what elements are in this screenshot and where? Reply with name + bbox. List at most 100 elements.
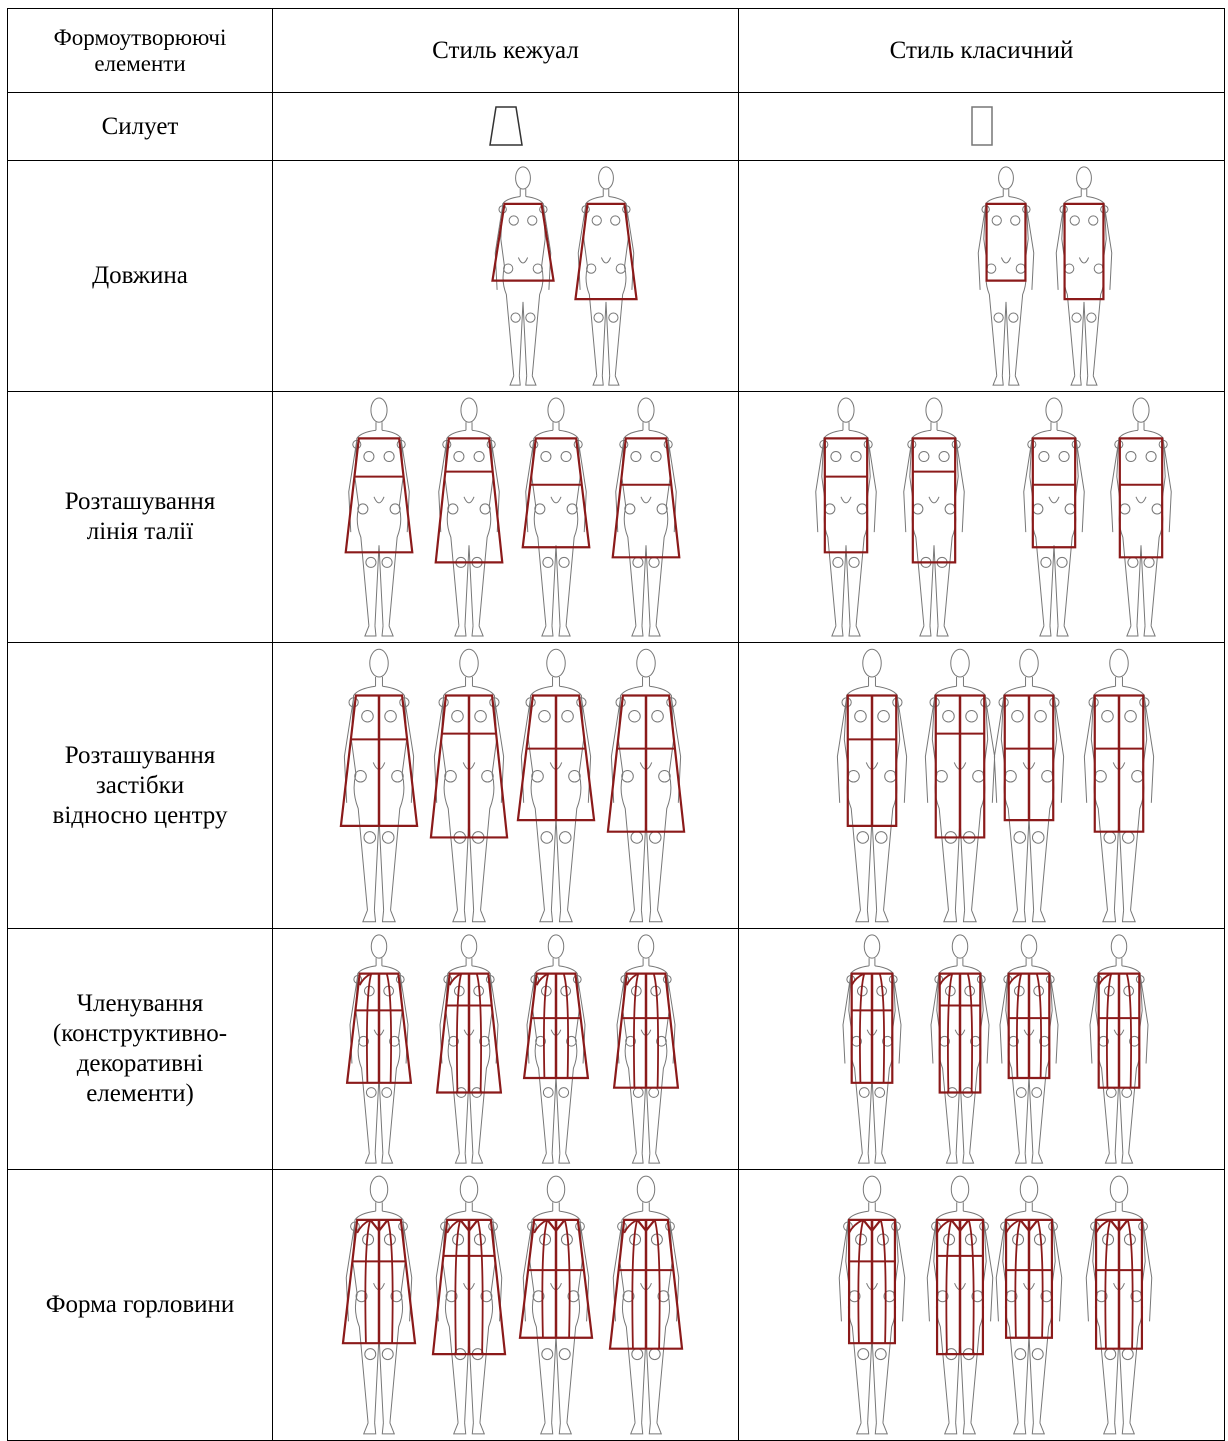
seam-line <box>1096 1220 1133 1349</box>
garment-outline <box>1009 974 1050 1078</box>
figure-head <box>952 935 967 958</box>
figure-head <box>371 398 387 422</box>
figure <box>904 398 965 636</box>
figure <box>433 1176 505 1434</box>
garment-outline <box>848 695 896 825</box>
figure-joint <box>532 770 544 782</box>
garment-outline <box>343 1220 415 1343</box>
figure-joint <box>526 313 535 322</box>
garment-outline <box>913 438 955 562</box>
figure <box>978 167 1034 385</box>
figure-joint <box>629 710 641 722</box>
figure-head <box>599 167 614 189</box>
figure-joint <box>504 264 513 273</box>
text-line: Розташування <box>64 741 216 769</box>
figure-joint <box>999 698 1008 707</box>
header-cell: Формоутворюючі елементи <box>7 8 273 93</box>
figure-joint <box>1122 1088 1132 1098</box>
figure-outline <box>527 958 585 1163</box>
figure-joint <box>651 451 661 461</box>
figure <box>996 1176 1062 1434</box>
neck-line <box>460 1220 477 1231</box>
cell-drawing <box>273 1170 739 1440</box>
figure-head <box>951 1176 968 1202</box>
figure-outline <box>440 958 498 1163</box>
figure-joint <box>1128 557 1138 567</box>
figure-head <box>516 167 531 189</box>
figure-head <box>1020 1176 1037 1202</box>
table-row: Довжина <box>7 160 1225 392</box>
figure-head <box>999 167 1014 189</box>
figure-cell <box>738 160 1225 392</box>
figure-joint <box>382 1349 393 1360</box>
cell-drawing <box>739 929 1225 1169</box>
figure-joint <box>561 451 571 461</box>
row-label: Силует <box>7 92 273 161</box>
seam-line <box>537 974 568 1078</box>
seam-line <box>937 1220 974 1354</box>
figure-head <box>461 398 477 422</box>
figure-joint <box>652 710 664 722</box>
figure-joint <box>559 832 571 844</box>
figure-joint <box>542 1349 553 1360</box>
figure-outline <box>526 422 587 636</box>
figure-cell <box>738 1169 1225 1441</box>
header-cell: Стиль класичний <box>738 8 1225 93</box>
row-label: Розташування лінія талії <box>7 391 273 643</box>
garment-outline <box>347 974 411 1083</box>
figure <box>492 167 553 385</box>
figure-joint <box>623 1291 634 1302</box>
garment-outline <box>936 695 984 837</box>
garment-outline <box>433 1220 505 1354</box>
figure <box>1024 398 1085 636</box>
figure-joint <box>857 832 869 844</box>
cell-drawing <box>489 106 523 146</box>
cell-drawing <box>273 929 739 1169</box>
figure-joint <box>562 710 574 722</box>
figure <box>614 935 678 1163</box>
figure-joint <box>1032 832 1044 844</box>
figure-joint <box>1146 451 1156 461</box>
garment-outline <box>613 438 680 557</box>
figure-joint <box>649 1349 660 1360</box>
figure <box>436 398 503 636</box>
silhouette-icon <box>971 106 993 146</box>
figure <box>925 649 994 921</box>
figure-joint <box>1014 832 1026 844</box>
figure-head <box>1110 649 1128 677</box>
figure-joint <box>1102 710 1114 722</box>
figure-joint <box>569 770 581 782</box>
figure-joint <box>1057 557 1067 567</box>
text-line: Довжина <box>92 262 188 289</box>
figure-joint <box>475 710 487 722</box>
figure-joint <box>390 1036 400 1046</box>
figure-joint <box>616 264 625 273</box>
figure-joint <box>1033 504 1043 514</box>
figure <box>927 1176 993 1434</box>
figure-joint <box>1094 264 1103 273</box>
figure-cell <box>272 642 739 929</box>
figure-joint <box>509 216 518 225</box>
figure-head <box>1110 1176 1127 1202</box>
garment-outline <box>940 974 981 1093</box>
figure-cell <box>738 391 1225 643</box>
figure-outline <box>611 677 680 922</box>
figure-cell <box>272 391 739 643</box>
cell-drawing <box>739 643 1225 928</box>
neck-line <box>951 1220 968 1231</box>
figure-head <box>1021 935 1036 958</box>
figure-head <box>637 649 655 677</box>
figure-cell <box>738 642 1225 929</box>
garment-outline <box>524 974 588 1078</box>
figure-joint <box>448 504 458 514</box>
text-line: лінія талії <box>86 518 194 545</box>
figure-joint <box>480 1036 490 1046</box>
figure <box>839 1176 905 1434</box>
figure-joint <box>449 1036 459 1046</box>
figure-joint <box>913 504 923 514</box>
text-line: декоративні <box>76 1050 204 1077</box>
garment-outline <box>518 695 594 820</box>
figure-outline <box>434 677 503 922</box>
figure-joint <box>857 504 867 514</box>
